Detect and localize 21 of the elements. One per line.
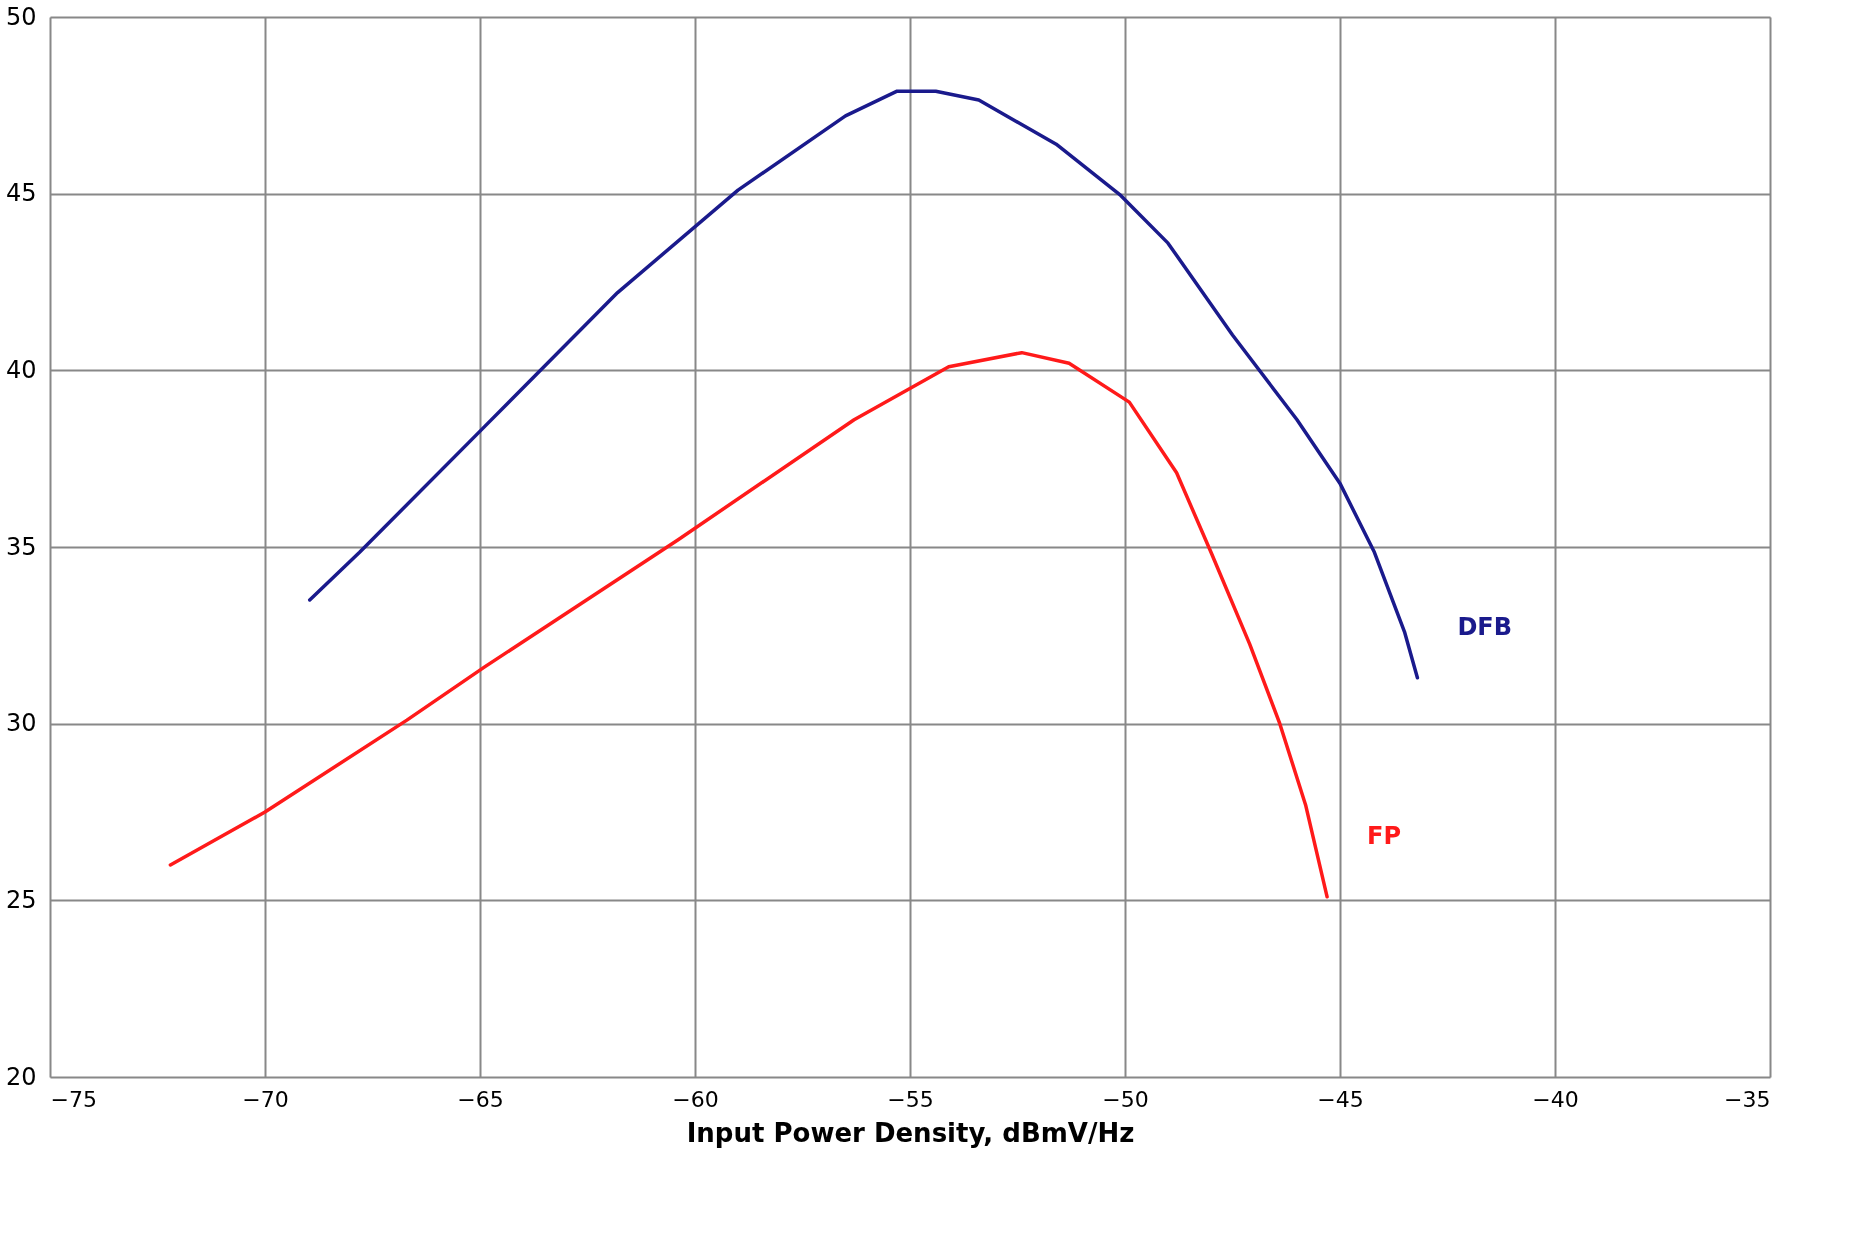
line-series: [168, 350, 1329, 899]
x-axis-title: Input Power Density, dBmV/Hz: [686, 1117, 1135, 1148]
text: FP: [1367, 821, 1402, 850]
y-tick-label: 45: [5, 179, 37, 208]
x-tick-label: −35: [1724, 1086, 1771, 1112]
y-tick-label: 25: [5, 885, 37, 914]
y-tick-label: 35: [5, 532, 37, 561]
text: DFB: [1457, 612, 1513, 641]
y-tick-label: 30: [5, 709, 37, 738]
x-tick-label: −75: [50, 1086, 97, 1112]
x-tick-label: −55: [887, 1086, 934, 1112]
line-series: [307, 89, 1420, 680]
x-tick-label: −60: [672, 1086, 719, 1112]
y-tick-label: 20: [5, 1062, 37, 1091]
y-tick-label: 40: [5, 355, 37, 384]
x-tick-label: −40: [1532, 1086, 1579, 1112]
y-tick-label: 50: [5, 2, 37, 31]
x-tick-label: −65: [457, 1086, 504, 1112]
x-tick-label: −70: [242, 1086, 289, 1112]
x-tick-label: −45: [1317, 1086, 1364, 1112]
x-tick-label: −50: [1102, 1086, 1149, 1112]
